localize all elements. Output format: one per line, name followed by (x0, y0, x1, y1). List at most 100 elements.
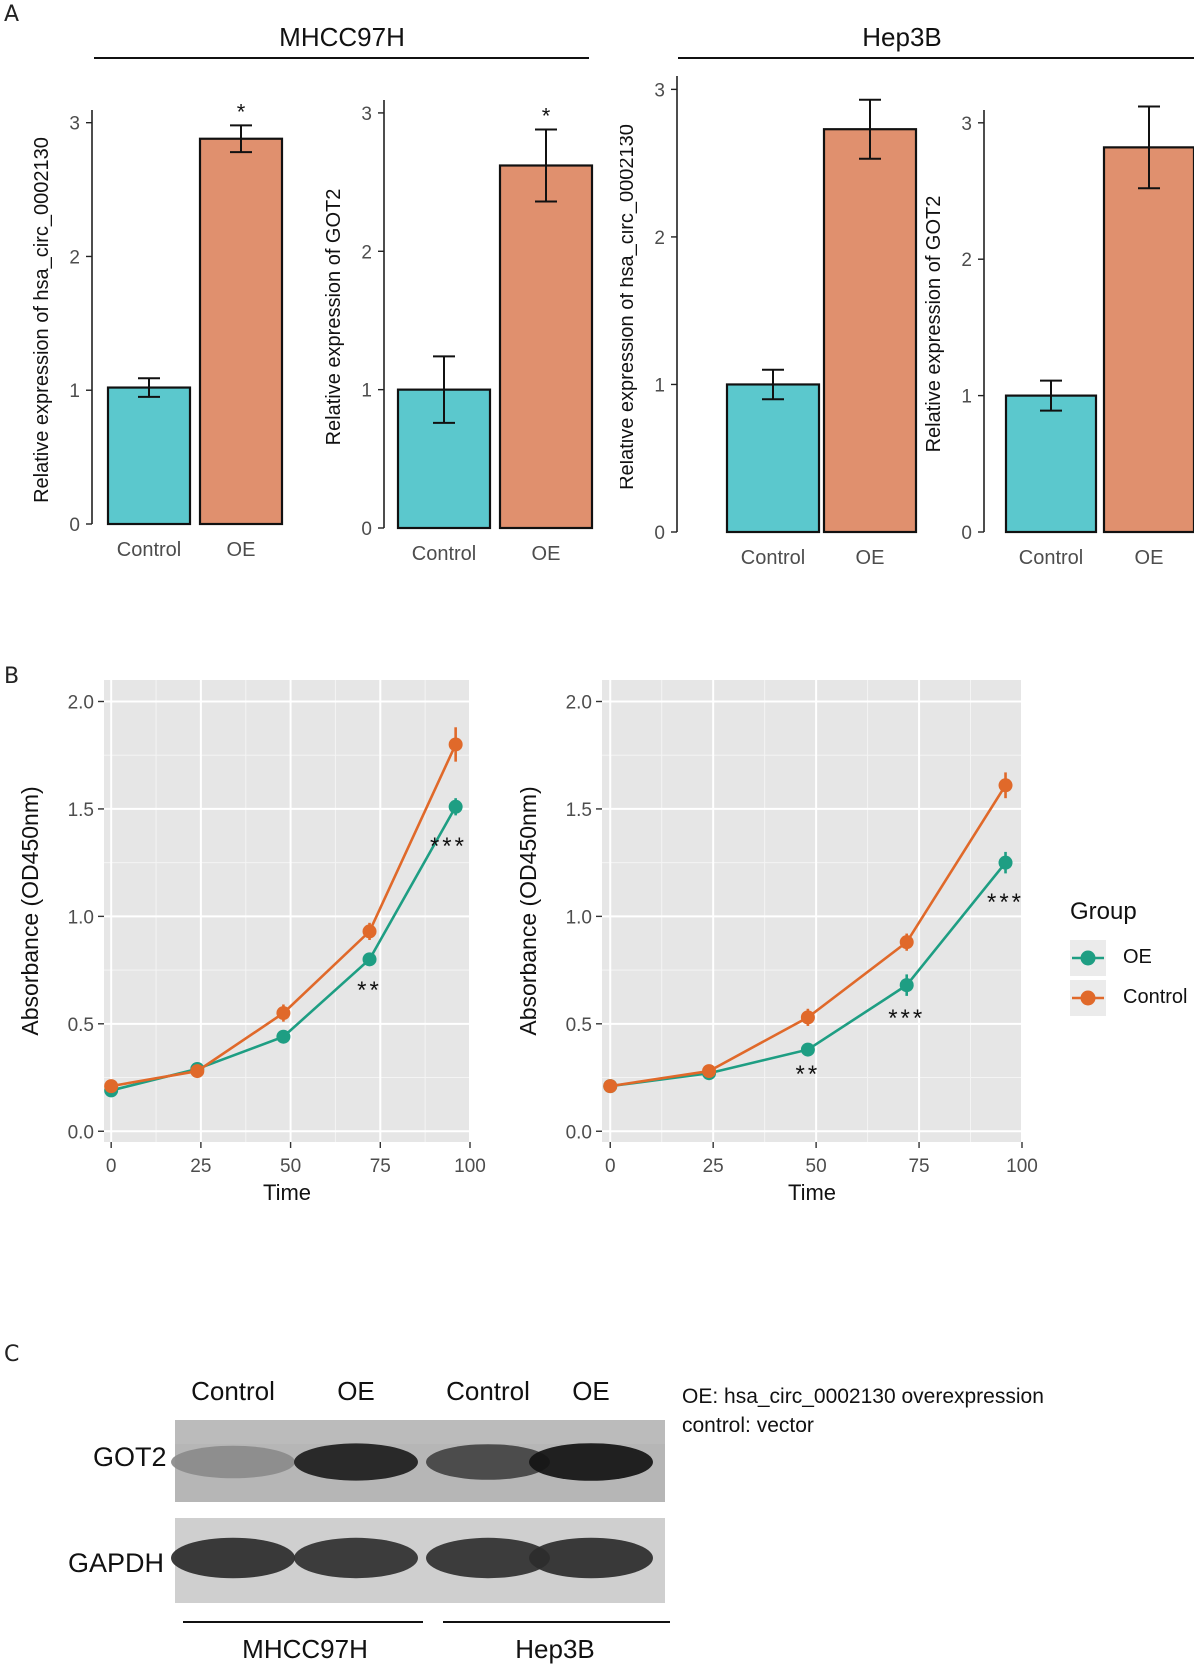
x-tick-label: Control (1019, 547, 1083, 569)
significance-label: * (542, 104, 551, 129)
bar-chart-hep3b-circ: 0 1 2 3 Relative expression of hsa_circ_0002… (620, 76, 918, 569)
significance-label: *** (430, 833, 467, 860)
x-tick-label: 25 (703, 1156, 724, 1177)
data-point-oe (276, 1029, 291, 1044)
x-tick-label: 100 (1006, 1156, 1038, 1177)
wb-note-line-2: control: vector (682, 1414, 814, 1437)
y-tick-label: 3 (361, 104, 372, 125)
wb-lane-label: Control (446, 1376, 530, 1406)
y-tick-label: 0 (69, 515, 80, 536)
y-axis-label: Relative expression of GOT2 (323, 189, 345, 446)
bar (106, 386, 192, 526)
x-tick-label: OE (856, 547, 885, 569)
significance-label: *** (987, 889, 1024, 916)
y-tick-label: 2 (361, 242, 372, 263)
data-point-control (276, 1006, 291, 1021)
plot-background (104, 680, 470, 1142)
wb-lane-label: Control (191, 1376, 275, 1406)
x-tick-label: 75 (370, 1156, 391, 1177)
y-tick-label: 0.0 (68, 1122, 94, 1143)
wb-note: OE: hsa_circ_0002130 overexpression cont… (682, 1382, 1044, 1440)
y-tick-label: 2 (69, 247, 80, 268)
x-tick-label: OE (1135, 547, 1164, 569)
x-tick-label: 25 (190, 1156, 211, 1177)
wb-note-line-1: OE: hsa_circ_0002130 overexpression (682, 1385, 1044, 1408)
data-point-control (603, 1079, 618, 1094)
significance-label: * (237, 99, 246, 124)
legend-key-oe-marker (1080, 950, 1096, 966)
wb-cell-line-rules (183, 1621, 670, 1623)
bar (822, 128, 918, 534)
data-point-control (998, 778, 1013, 793)
significance-label: ** (357, 977, 382, 1004)
y-tick-label: 1 (69, 381, 80, 402)
line-chart-hep3b: 0.00.51.01.52.00255075100Hep3BTimeAbsorb… (520, 680, 1038, 1205)
y-tick-label: 3 (69, 114, 80, 135)
x-tick-label: Control (741, 547, 805, 569)
y-axis-label: Relative expression of hsa_circ_0002130 (620, 124, 638, 490)
bar-chart-mhcc97h-circ: 0 1 2 3 Relative expression of hsa_circ_0002… (31, 99, 284, 561)
x-tick-label: OE (227, 539, 256, 561)
panel-a-headers: MHCC97H Hep3B (94, 22, 1194, 59)
y-tick-label: 1 (361, 381, 372, 402)
x-tick-label: Control (117, 539, 181, 561)
y-tick-label: 3 (961, 114, 972, 135)
bar (1004, 394, 1098, 534)
bar (396, 388, 492, 530)
blot-band (294, 1537, 418, 1579)
blot-band (294, 1443, 418, 1481)
y-axis-label: Absorbance (OD450nm) (17, 786, 43, 1035)
wb-row-label-got2: GOT2 (93, 1442, 167, 1472)
y-tick-label: 1.5 (566, 800, 592, 821)
data-point-oe (998, 855, 1013, 870)
panel-letter-a: A (4, 2, 20, 27)
y-tick-label: 2.0 (566, 692, 592, 713)
group-title-mhcc97h: MHCC97H (279, 22, 405, 52)
y-axis-label: Relative expression of GOT2 (923, 196, 945, 453)
legend-label-oe: OE (1123, 946, 1152, 968)
y-tick-label: 2 (654, 228, 665, 249)
group-title-hep3b: Hep3B (862, 22, 942, 52)
y-tick-label: 0.5 (566, 1015, 592, 1036)
y-tick-label: 1.0 (566, 907, 592, 928)
y-tick-label: 1.5 (68, 800, 94, 821)
legend-label-control: Control (1123, 986, 1188, 1008)
panel-letter-b: B (4, 664, 20, 689)
blot-band (426, 1537, 550, 1579)
y-tick-label: 0.5 (68, 1015, 94, 1036)
x-tick-label: Control (412, 543, 476, 565)
x-axis-label: Time (788, 1180, 836, 1205)
y-tick-label: 0.0 (566, 1122, 592, 1143)
y-tick-label: 3 (654, 80, 665, 101)
wb-row-label-gapdh: GAPDH (68, 1548, 165, 1578)
x-tick-label: 0 (106, 1156, 117, 1177)
data-point-control (362, 924, 377, 939)
data-point-oe (899, 978, 914, 993)
legend-keys (1070, 940, 1106, 1016)
y-tick-label: 1 (654, 375, 665, 396)
bar-chart-mhcc97h-got2: 0 1 2 3 Relative expression of GOT2 Control * O… (323, 100, 594, 565)
wb-lane-label: OE (337, 1376, 375, 1406)
data-point-oe (362, 952, 377, 967)
line-chart-mhcc97h: 0.00.51.01.52.00255075100MHCC97HTimeAbso… (17, 680, 486, 1205)
data-point-control (899, 935, 914, 950)
bar-chart-hep3b-got2: 0 1 2 3 Relative expression of GOT2 Control OE (923, 105, 1194, 569)
bar (498, 164, 594, 530)
blot-band (171, 1537, 295, 1579)
bar (1102, 146, 1194, 534)
blot-band (529, 1443, 653, 1481)
legend-title: Group (1070, 898, 1137, 925)
y-tick-label: 1.0 (68, 907, 94, 928)
plot-background (602, 680, 1022, 1142)
wb-cell-line-mhcc97h: MHCC97H (242, 1634, 368, 1664)
blot-band (171, 1445, 295, 1479)
bar (725, 383, 821, 534)
y-tick-label: 2.0 (68, 692, 94, 713)
legend-key-control-marker (1080, 990, 1096, 1006)
y-tick-label: 0 (654, 523, 665, 544)
y-tick-label: 0 (361, 519, 372, 540)
x-tick-label: 0 (605, 1156, 616, 1177)
wb-cell-line-hep3b: Hep3B (515, 1634, 595, 1664)
data-point-control (800, 1010, 815, 1025)
blot-membrane-gapdh (175, 1518, 665, 1603)
